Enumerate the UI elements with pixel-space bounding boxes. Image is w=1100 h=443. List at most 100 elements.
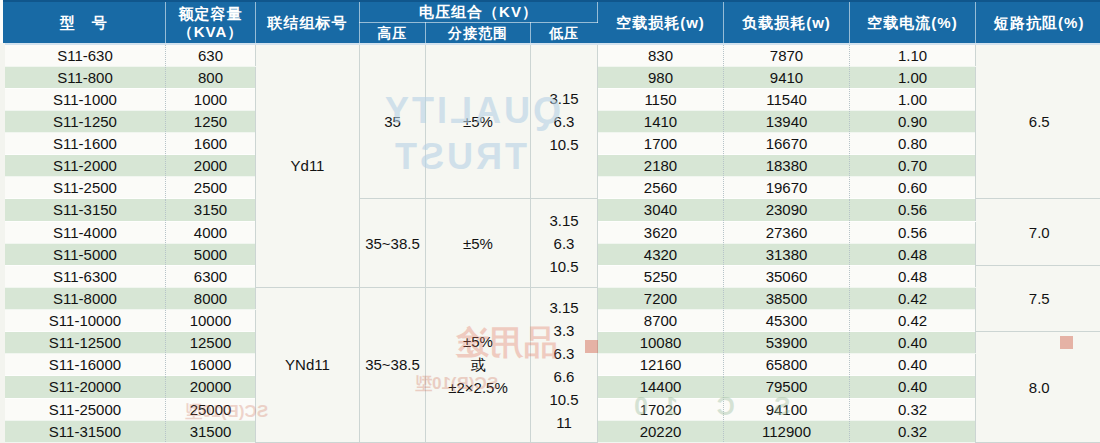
tap-range-cell: ±5%或±2×2.5% xyxy=(426,287,531,442)
load-loss-cell: 65800 xyxy=(724,354,850,376)
no-load-loss-cell: 12160 xyxy=(598,354,724,376)
load-loss-cell: 45300 xyxy=(724,310,850,332)
load-loss-cell: 11540 xyxy=(724,88,850,110)
no-load-loss-cell: 830 xyxy=(598,44,724,66)
no-load-current-cell: 1.10 xyxy=(850,44,976,66)
load-loss-cell: 19670 xyxy=(724,177,850,199)
capacity-cell: 2500 xyxy=(166,177,256,199)
no-load-loss-cell: 14400 xyxy=(598,376,724,398)
load-loss-cell: 27360 xyxy=(724,221,850,243)
load-loss-cell: 94100 xyxy=(724,398,850,420)
impedance-cell: 8.0 xyxy=(976,332,1100,443)
tap-range-cell: ±5% xyxy=(426,199,531,288)
col-header-vector-group: 联结组标号 xyxy=(256,1,360,44)
no-load-current-cell: 0.40 xyxy=(850,332,976,354)
load-loss-cell: 9410 xyxy=(724,66,850,88)
model-cell: S11-25000 xyxy=(3,398,166,420)
col-header-hv: 高压 xyxy=(360,23,426,45)
capacity-cell: 3150 xyxy=(166,199,256,221)
model-cell: S11-6300 xyxy=(3,265,166,287)
no-load-current-cell: 0.56 xyxy=(850,221,976,243)
no-load-loss-cell: 4320 xyxy=(598,243,724,265)
col-header-tap-range: 分接范围 xyxy=(426,23,531,45)
impedance-cell: 7.5 xyxy=(976,265,1100,331)
header-row-1: 型 号 额定容量 （KVA） 联结组标号 电压组合（KV） 空载损耗(w) 负载… xyxy=(3,1,1100,23)
load-loss-cell: 13940 xyxy=(724,110,850,132)
capacity-cell: 1000 xyxy=(166,88,256,110)
load-loss-cell: 31380 xyxy=(724,243,850,265)
capacity-cell: 31500 xyxy=(166,420,256,442)
table-row: S11-3150315035~38.5±5%3.156.310.53040230… xyxy=(3,199,1100,221)
no-load-current-cell: 0.40 xyxy=(850,376,976,398)
no-load-loss-cell: 1150 xyxy=(598,88,724,110)
col-header-voltage-combo: 电压组合（KV） xyxy=(360,1,598,23)
no-load-current-cell: 0.42 xyxy=(850,310,976,332)
capacity-cell: 630 xyxy=(166,44,256,66)
vector-group-cell: YNd11 xyxy=(256,287,360,442)
no-load-current-cell: 0.56 xyxy=(850,199,976,221)
no-load-current-cell: 0.48 xyxy=(850,243,976,265)
no-load-current-cell: 1.00 xyxy=(850,66,976,88)
no-load-loss-cell: 1700 xyxy=(598,133,724,155)
capacity-cell: 12500 xyxy=(166,332,256,354)
capacity-cell: 6300 xyxy=(166,265,256,287)
model-cell: S11-8000 xyxy=(3,287,166,309)
capacity-cell: 4000 xyxy=(166,221,256,243)
capacity-cell: 8000 xyxy=(166,287,256,309)
no-load-loss-cell: 10080 xyxy=(598,332,724,354)
no-load-current-cell: 1.00 xyxy=(850,88,976,110)
load-loss-cell: 79500 xyxy=(724,376,850,398)
hv-cell: 35~38.5 xyxy=(360,287,426,442)
model-cell: S11-3150 xyxy=(3,199,166,221)
no-load-loss-cell: 2180 xyxy=(598,155,724,177)
capacity-cell: 1600 xyxy=(166,133,256,155)
no-load-loss-cell: 2560 xyxy=(598,177,724,199)
capacity-cell: 16000 xyxy=(166,354,256,376)
capacity-cell: 2000 xyxy=(166,155,256,177)
model-cell: S11-1000 xyxy=(3,88,166,110)
no-load-current-cell: 0.40 xyxy=(850,354,976,376)
model-cell: S11-31500 xyxy=(3,420,166,442)
no-load-loss-cell: 8700 xyxy=(598,310,724,332)
col-header-no-load-loss: 空载损耗(w) xyxy=(598,1,724,44)
load-loss-cell: 18380 xyxy=(724,155,850,177)
model-cell: S11-2500 xyxy=(3,177,166,199)
no-load-loss-cell: 1410 xyxy=(598,110,724,132)
no-load-loss-cell: 3620 xyxy=(598,221,724,243)
lv-cell: 3.156.310.5 xyxy=(531,44,598,199)
no-load-current-cell: 0.42 xyxy=(850,287,976,309)
model-cell: S11-2000 xyxy=(3,155,166,177)
load-loss-cell: 35060 xyxy=(724,265,850,287)
capacity-cell: 800 xyxy=(166,66,256,88)
no-load-loss-cell: 20220 xyxy=(598,420,724,442)
no-load-loss-cell: 3040 xyxy=(598,199,724,221)
spec-table: 型 号 额定容量 （KVA） 联结组标号 电压组合（KV） 空载损耗(w) 负载… xyxy=(0,0,1100,443)
capacity-header-line2: （KVA） xyxy=(166,23,255,41)
model-cell: S11-5000 xyxy=(3,243,166,265)
table-row: S11-80008000YNd1135~38.5±5%或±2×2.5%3.153… xyxy=(3,287,1100,309)
no-load-loss-cell: 17020 xyxy=(598,398,724,420)
hv-cell: 35~38.5 xyxy=(360,199,426,288)
no-load-current-cell: 0.48 xyxy=(850,265,976,287)
capacity-cell: 25000 xyxy=(166,398,256,420)
no-load-current-cell: 0.32 xyxy=(850,420,976,442)
no-load-current-cell: 0.32 xyxy=(850,398,976,420)
model-cell: S11-12500 xyxy=(3,332,166,354)
load-loss-cell: 7870 xyxy=(724,44,850,66)
model-cell: S11-16000 xyxy=(3,354,166,376)
model-cell: S11-630 xyxy=(3,44,166,66)
no-load-loss-cell: 7200 xyxy=(598,287,724,309)
model-cell: S11-800 xyxy=(3,66,166,88)
no-load-loss-cell: 980 xyxy=(598,66,724,88)
load-loss-cell: 23090 xyxy=(724,199,850,221)
load-loss-cell: 16670 xyxy=(724,133,850,155)
tap-range-cell: ±5% xyxy=(426,44,531,199)
vector-group-cell: Yd11 xyxy=(256,44,360,287)
impedance-cell: 7.0 xyxy=(976,199,1100,265)
hv-cell: 35 xyxy=(360,44,426,199)
no-load-current-cell: 0.80 xyxy=(850,133,976,155)
lv-cell: 3.153.36.36.610.511 xyxy=(531,287,598,442)
col-header-no-load-current: 空载电流(%) xyxy=(850,1,976,44)
capacity-cell: 10000 xyxy=(166,310,256,332)
model-cell: S11-1250 xyxy=(3,110,166,132)
